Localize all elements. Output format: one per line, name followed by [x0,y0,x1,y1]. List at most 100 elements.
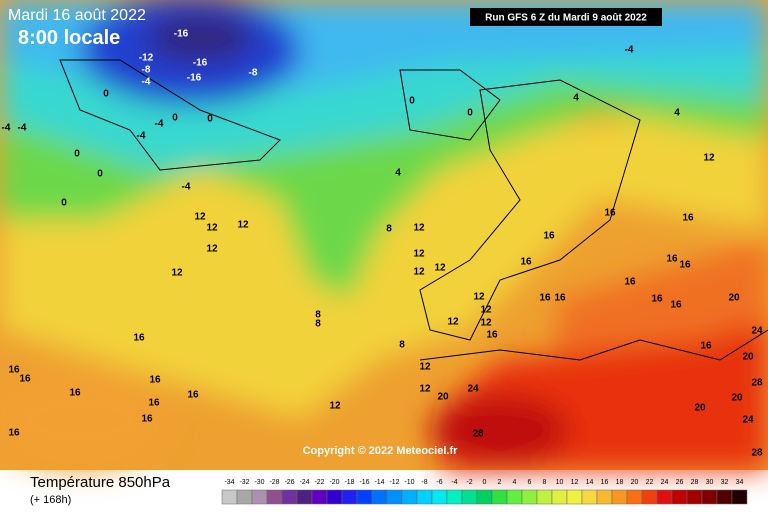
legend-swatch [611,489,628,505]
legend-value: 22 [646,479,654,486]
legend-swatch [386,489,403,505]
contour-label: 16 [539,293,551,304]
legend-swatch [401,489,418,505]
legend-value: -6 [436,479,442,486]
contour-label: 12 [413,249,425,260]
contour-label: 16 [651,294,663,305]
legend-value: -2 [466,479,472,486]
contour-label: 12 [171,268,183,279]
contour-label: -16 [193,58,208,69]
contour-label: -4 [625,45,634,56]
contour-label: 16 [148,398,160,409]
copyright: Copyright © 2022 Meteociel.fr [303,445,459,457]
legend-value: -30 [254,479,264,486]
legend-value: 20 [631,479,639,486]
contour-label: 16 [141,414,153,425]
contour-label: -4 [137,131,146,142]
contour-label: 16 [682,213,694,224]
contour-label: 4 [674,108,680,119]
legend-value: -8 [421,479,427,486]
legend-swatch [656,489,673,505]
contour-label: 12 [473,292,485,303]
legend-swatch [521,489,538,505]
contour-label: -8 [249,68,258,79]
contour-label: 20 [731,393,743,404]
date: Mardi 16 août 2022 [8,7,146,24]
contour-label: 16 [133,333,145,344]
contour-label: 16 [554,293,566,304]
contour-label: 16 [520,257,532,268]
contour-label: 28 [751,378,763,389]
legend-value: -34 [224,479,234,486]
legend-swatch [326,489,343,505]
legend-swatch [311,489,328,505]
contour-label: 16 [187,390,199,401]
legend-swatch [566,489,583,505]
contour-label: 12 [237,220,249,231]
contour-label: 24 [467,384,479,395]
legend-value: 0 [483,479,487,486]
contour-label: 16 [679,260,691,271]
contour-label: 12 [447,317,459,328]
contour-label: 20 [437,392,449,403]
contour-label: 20 [728,293,740,304]
legend-swatch [506,489,523,505]
legend-swatch [731,489,748,505]
legend-swatch [686,489,703,505]
contour-label: 4 [573,93,579,104]
legend-value: 34 [736,479,744,486]
contour-label: 4 [395,168,401,179]
legend-swatch [671,489,688,505]
contour-label: 0 [74,149,80,160]
legend-value: -14 [374,479,384,486]
contour-label: 12 [480,318,492,329]
legend-value: -18 [344,479,354,486]
run: Run GFS 6 Z du Mardi 9 août 2022 [485,13,647,24]
contour-label: -12 [139,53,154,64]
legend-swatch [536,489,553,505]
contour-label: 12 [480,305,492,316]
legend-value: -10 [404,479,414,486]
contour-label: -8 [142,65,151,76]
contour-label: 16 [604,208,616,219]
legend-swatch [596,489,613,505]
legend-swatch [476,489,493,505]
contour-label: -4 [155,119,164,130]
time: 8:00 locale [18,27,120,49]
contour-label: 12 [419,384,431,395]
contour-label: 16 [543,231,555,242]
legend-swatch [446,489,463,505]
legend-value: -26 [284,479,294,486]
legend-value: 2 [498,479,502,486]
contour-label: 0 [467,108,473,119]
contour-label: 0 [103,89,109,100]
legend-swatch [581,489,598,505]
legend-value: 28 [691,479,699,486]
contour-label: 16 [666,254,678,265]
legend-value: -32 [239,479,249,486]
contour-label: 12 [413,267,425,278]
contour-label: 24 [751,326,763,337]
legend-swatch [371,489,388,505]
contour-label: 8 [399,340,405,351]
run-box [470,8,662,26]
legend-value: 10 [556,479,564,486]
contour-label: 12 [206,223,218,234]
legend-value: 30 [706,479,714,486]
legend-swatch [626,489,643,505]
legend-swatch [641,489,658,505]
legend-value: -4 [451,479,457,486]
footer-title: Température 850hPa [30,474,171,491]
contour-label: -4 [182,182,191,193]
contour-label: 12 [329,401,341,412]
contour-label: 16 [19,374,31,385]
legend-value: -20 [329,479,339,486]
legend-swatch [356,489,373,505]
legend-value: 26 [676,479,684,486]
legend-swatch [236,489,253,505]
contour-label: 16 [8,428,20,439]
legend-value: 12 [571,479,579,486]
legend-value: -22 [314,479,324,486]
legend-swatch [416,489,433,505]
